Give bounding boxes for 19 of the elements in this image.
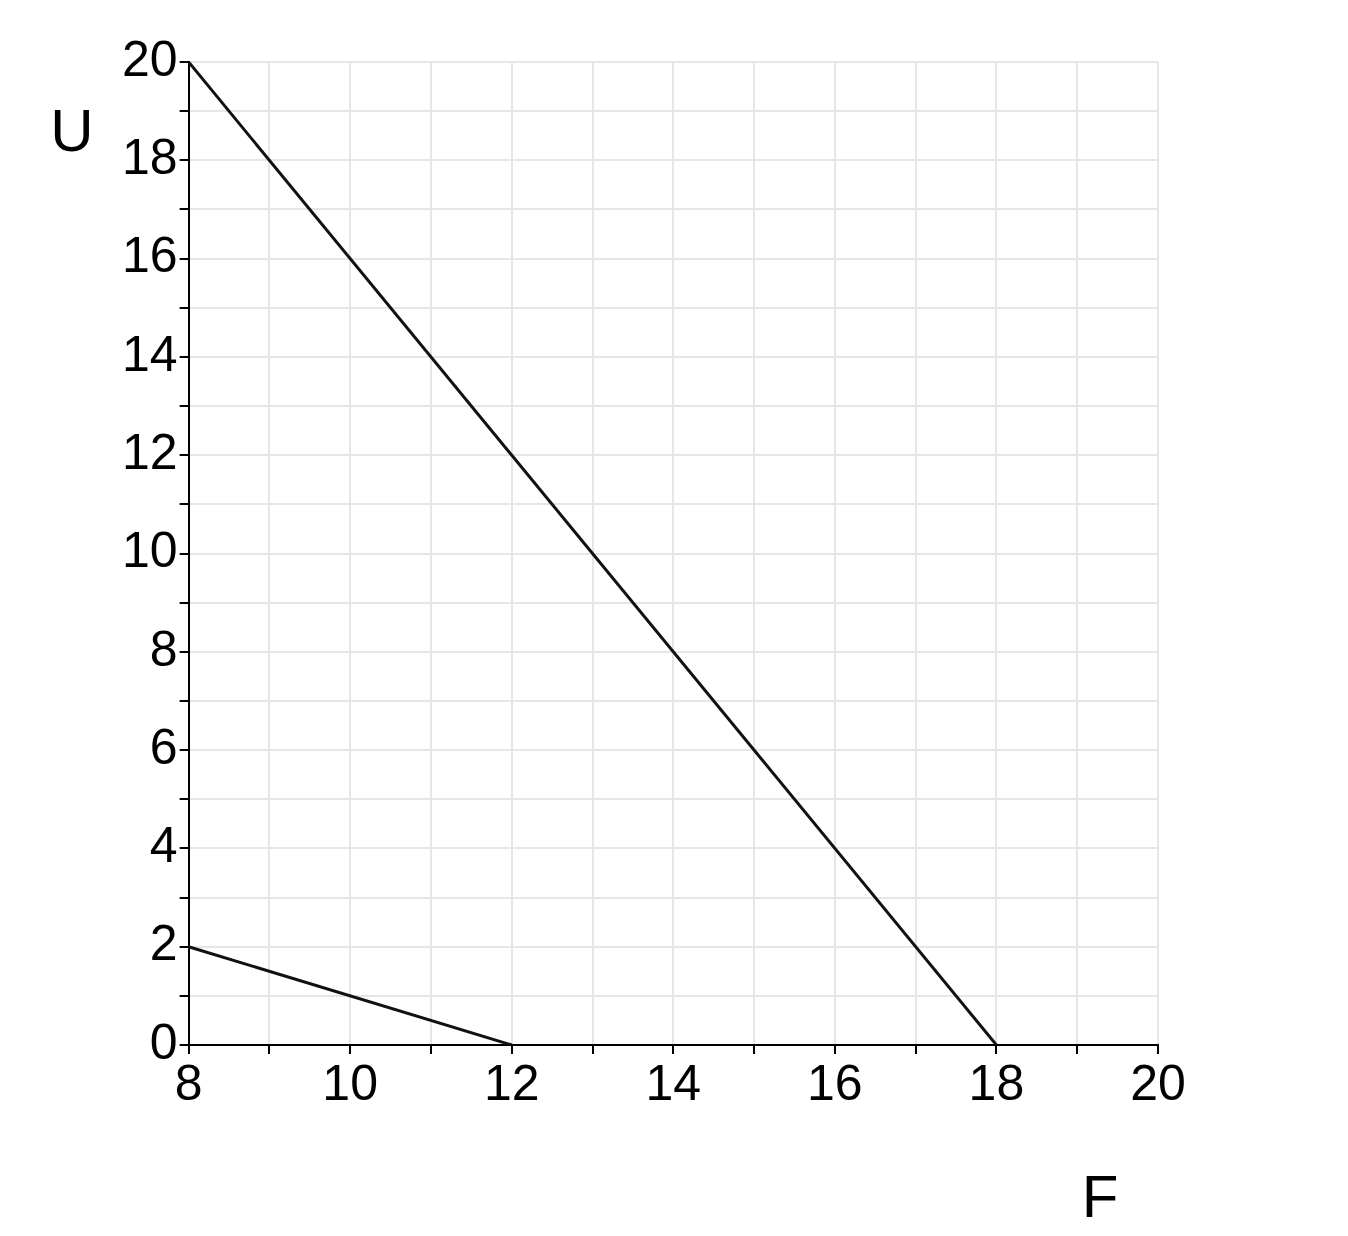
y-axis-title: U: [50, 96, 94, 164]
x-tick-label: 16: [807, 1054, 863, 1111]
x-tick-label: 12: [483, 1054, 540, 1111]
y-tick-label: 2: [149, 915, 178, 972]
y-tick-label: 6: [149, 718, 178, 775]
x-tick-label: 10: [322, 1054, 378, 1111]
y-tick-label: 14: [121, 325, 178, 382]
y-tick-label: 4: [149, 817, 178, 874]
x-axis-title: F: [1081, 1162, 1119, 1230]
y-tick-label: 10: [121, 522, 178, 579]
x-tick-label: 14: [645, 1054, 702, 1111]
x-tick-label: 18: [968, 1054, 1025, 1111]
y-tick-label: 18: [121, 129, 178, 186]
y-tick-label: 0: [149, 1013, 178, 1070]
y-tick-label: 20: [121, 30, 178, 87]
y-tick-label: 8: [149, 620, 178, 677]
y-tick-label: 12: [121, 423, 178, 480]
y-tick-label: 16: [121, 227, 178, 284]
x-tick-label: 20: [1130, 1054, 1186, 1111]
